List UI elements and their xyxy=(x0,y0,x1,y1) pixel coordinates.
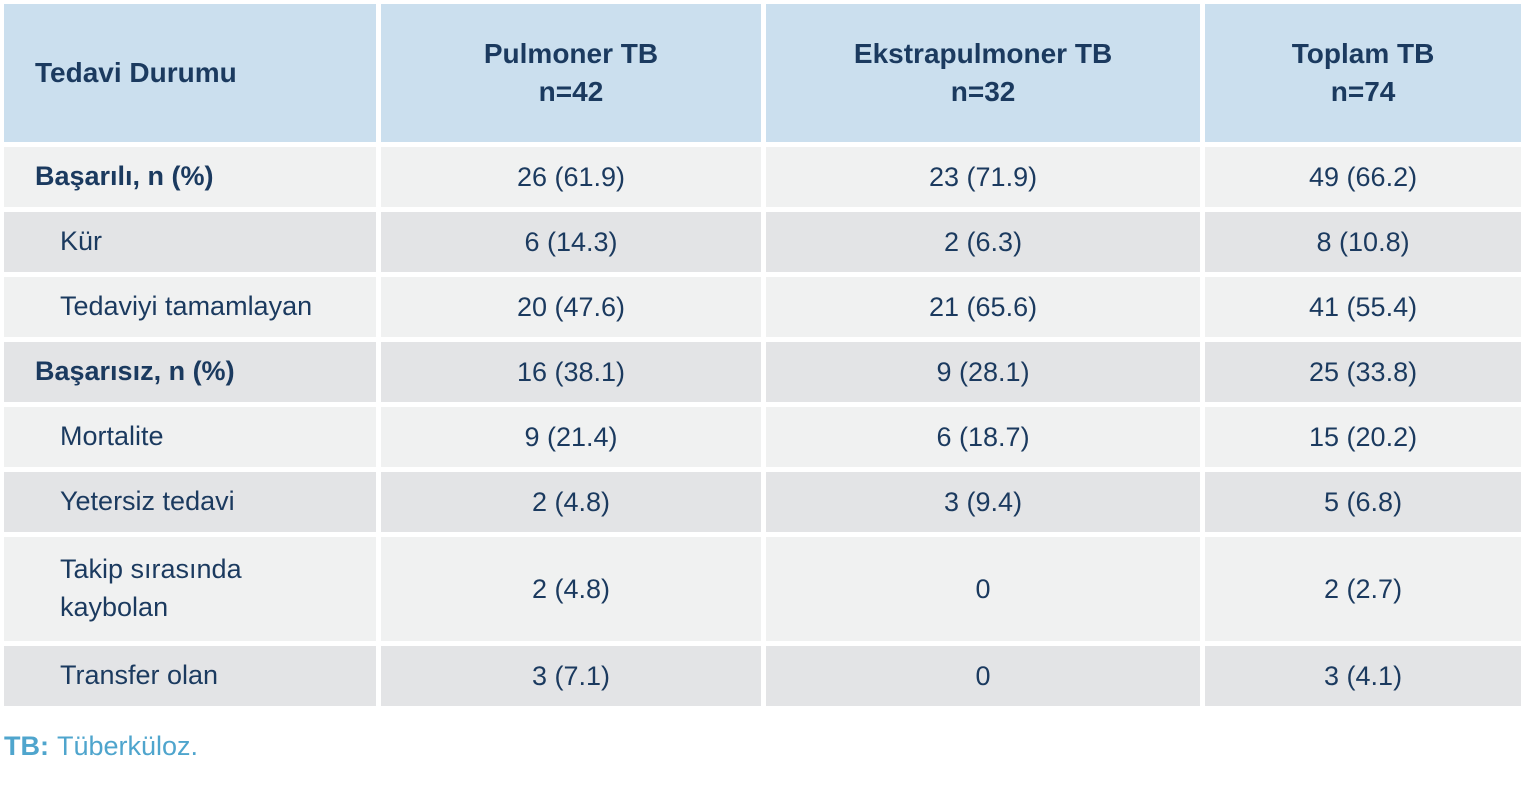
table-row-transferred: Transfer olan 3 (7.1) 0 3 (4.1) xyxy=(4,646,1521,706)
row-label: Kür xyxy=(60,226,103,257)
value-cell: 25 (33.8) xyxy=(1205,342,1521,402)
value-cell: 2 (2.7) xyxy=(1205,537,1521,641)
row-label: Tedaviyi tamamlayan xyxy=(60,291,313,322)
value-cell: 3 (4.1) xyxy=(1205,646,1521,706)
value-cell: 9 (21.4) xyxy=(380,407,761,467)
value-cell: 20 (47.6) xyxy=(380,277,761,337)
table-row-successful: Başarılı, n (%) 26 (61.9) 23 (71.9) 49 (… xyxy=(4,147,1521,207)
treatment-outcome-table-wrap: Tedavi Durumu Pulmoner TB n=42 Ekstrapul… xyxy=(4,4,1529,762)
header-cell-extrapulmonary: Ekstrapulmoner TB n=32 xyxy=(765,4,1201,142)
row-label: Yetersiz tedavi xyxy=(60,486,235,517)
value-cell: 21 (65.6) xyxy=(765,277,1201,337)
table-row-cure: Kür 6 (14.3) 2 (6.3) 8 (10.8) xyxy=(4,212,1521,272)
value-cell: 15 (20.2) xyxy=(1205,407,1521,467)
value-cell: 9 (28.1) xyxy=(765,342,1201,402)
header-title: Toplam TB xyxy=(1291,38,1435,70)
table-row-unsuccessful: Başarısız, n (%) 16 (38.1) 9 (28.1) 25 (… xyxy=(4,342,1521,402)
row-label-cell: Transfer olan xyxy=(4,646,376,706)
value-cell: 26 (61.9) xyxy=(380,147,761,207)
row-label-cell: Yetersiz tedavi xyxy=(4,472,376,532)
row-label: Takip sırasında kaybolan xyxy=(60,554,242,622)
value-cell: 41 (55.4) xyxy=(1205,277,1521,337)
header-title: Pulmoner TB xyxy=(483,38,659,70)
header-cell-total: Toplam TB n=74 xyxy=(1205,4,1521,142)
value-cell: 0 xyxy=(765,537,1201,641)
value-cell: 23 (71.9) xyxy=(765,147,1201,207)
value-cell: 0 xyxy=(765,646,1201,706)
value-cell: 16 (38.1) xyxy=(380,342,761,402)
footnote-abbreviation: TB: xyxy=(4,731,49,761)
header-title: Tedavi Durumu xyxy=(35,57,237,89)
row-label: Başarısız, n (%) xyxy=(35,356,235,387)
table-header: Tedavi Durumu Pulmoner TB n=42 Ekstrapul… xyxy=(4,4,1521,142)
value-cell: 8 (10.8) xyxy=(1205,212,1521,272)
row-label: Transfer olan xyxy=(60,660,219,691)
value-cell: 5 (6.8) xyxy=(1205,472,1521,532)
header-subtitle: n=32 xyxy=(950,76,1016,107)
row-label-cell: Tedaviyi tamamlayan xyxy=(4,277,376,337)
header-subtitle: n=74 xyxy=(1330,76,1396,107)
footnote-definition: Tüberküloz. xyxy=(56,731,199,761)
value-cell: 49 (66.2) xyxy=(1205,147,1521,207)
row-label-cell: Kür xyxy=(4,212,376,272)
table-body: Başarılı, n (%) 26 (61.9) 23 (71.9) 49 (… xyxy=(4,147,1521,706)
row-label: Başarılı, n (%) xyxy=(35,161,214,192)
table-row-lost-to-follow-up: Takip sırasında kaybolan 2 (4.8) 0 2 (2.… xyxy=(4,537,1521,641)
value-cell: 6 (14.3) xyxy=(380,212,761,272)
value-cell: 2 (6.3) xyxy=(765,212,1201,272)
header-cell-treatment-status: Tedavi Durumu xyxy=(4,4,376,142)
row-label-cell: Başarısız, n (%) xyxy=(4,342,376,402)
header-row: Tedavi Durumu Pulmoner TB n=42 Ekstrapul… xyxy=(4,4,1521,142)
table-row-inadequate-treatment: Yetersiz tedavi 2 (4.8) 3 (9.4) 5 (6.8) xyxy=(4,472,1521,532)
header-cell-pulmonary: Pulmoner TB n=42 xyxy=(380,4,761,142)
row-label-cell: Mortalite xyxy=(4,407,376,467)
value-cell: 3 (9.4) xyxy=(765,472,1201,532)
header-title: Ekstrapulmoner TB xyxy=(853,38,1113,70)
row-label-cell: Başarılı, n (%) xyxy=(4,147,376,207)
table-row-mortality: Mortalite 9 (21.4) 6 (18.7) 15 (20.2) xyxy=(4,407,1521,467)
row-label: Mortalite xyxy=(60,421,164,452)
value-cell: 6 (18.7) xyxy=(765,407,1201,467)
table-footnote: TB: Tüberküloz. xyxy=(4,731,1529,762)
header-subtitle: n=42 xyxy=(538,76,604,107)
value-cell: 3 (7.1) xyxy=(380,646,761,706)
value-cell: 2 (4.8) xyxy=(380,537,761,641)
treatment-outcome-table: Tedavi Durumu Pulmoner TB n=42 Ekstrapul… xyxy=(4,4,1521,706)
value-cell: 2 (4.8) xyxy=(380,472,761,532)
table-row-treatment-completed: Tedaviyi tamamlayan 20 (47.6) 21 (65.6) … xyxy=(4,277,1521,337)
row-label-cell: Takip sırasında kaybolan xyxy=(4,537,376,641)
